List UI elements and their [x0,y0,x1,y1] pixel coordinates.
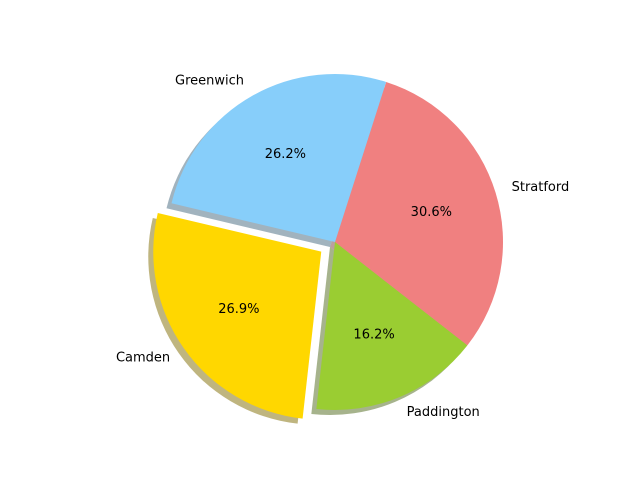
slice-percent-greenwich: 26.2% [265,147,306,162]
pie-slice-stratford [335,81,504,346]
slice-label-stratford: Stratford [512,180,570,195]
slice-percent-camden: 26.9% [218,302,259,317]
slice-label-camden: Camden [116,351,170,366]
pie-slice-greenwich [171,74,387,242]
slice-label-paddington: Paddington [407,405,480,420]
pie-slice-camden [153,212,322,419]
slice-label-greenwich: Greenwich [175,74,244,89]
slice-labels: Stratford 30.6% Greenwich 26.2% Camden 26.9% P… [116,74,569,420]
slice-percent-stratford: 30.6% [411,205,452,220]
slice-percent-paddington: 16.2% [353,327,394,342]
pie-slices [153,74,504,419]
pie-slice-paddington [316,242,468,410]
